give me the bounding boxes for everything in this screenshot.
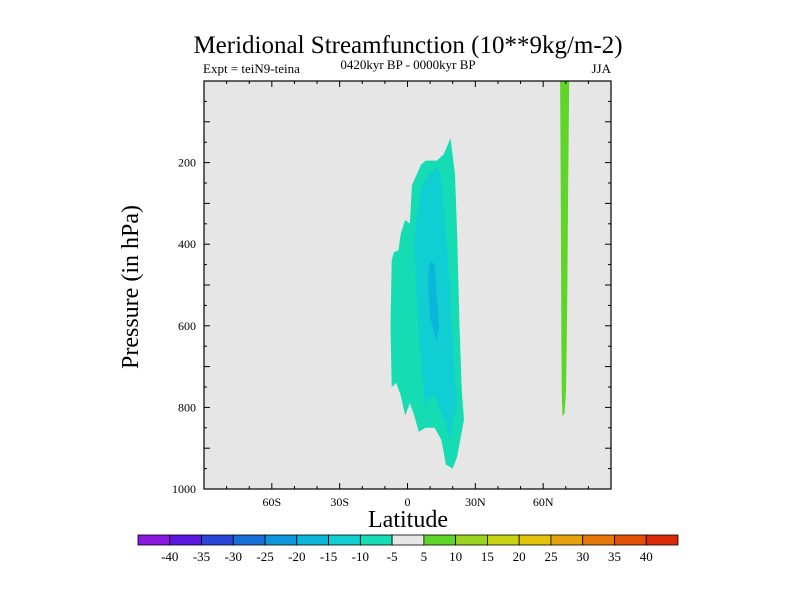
season-label: JJA [591, 61, 611, 76]
colorbar-label: -15 [320, 549, 337, 564]
colorbar-label: 35 [608, 549, 621, 564]
colorbar-swatch [359, 534, 393, 546]
colorbar-swatch [232, 534, 266, 546]
y-tick-label: 400 [178, 237, 196, 251]
colorbar-swatch [391, 534, 425, 546]
colorbar-label: 30 [576, 549, 589, 564]
colorbar-swatch [201, 534, 234, 546]
x-tick-label: 30N [465, 495, 486, 509]
colorbar-swatch [328, 534, 361, 546]
colorbar-label: -5 [387, 549, 398, 564]
x-axis-label: Latitude [368, 507, 448, 533]
colorbar-swatch [137, 534, 171, 546]
y-tick-label: 800 [178, 400, 196, 414]
colorbar-label: 5 [421, 549, 428, 564]
colorbar-swatch [264, 534, 298, 546]
contour-region-minus-15-to-minus-20 [427, 260, 440, 343]
colorbar-label: 25 [544, 549, 557, 564]
x-tick-label: 60N [533, 495, 554, 509]
colorbar-swatch [169, 534, 202, 546]
x-tick-label: 60S [262, 495, 281, 509]
x-tick-label: 0 [405, 495, 411, 509]
contour-region-plus-5-to-plus-10 [560, 81, 570, 416]
colorbar-swatch [296, 534, 329, 546]
colorbar-swatch [423, 534, 457, 546]
colorbar-swatch [645, 534, 679, 546]
colorbar-label: -10 [352, 549, 369, 564]
chart-title: Meridional Streamfunction (10**9kg/m-2) [193, 32, 622, 59]
y-tick-label: 600 [178, 319, 196, 333]
experiment-label: Expt = teiN9-teina [203, 61, 300, 76]
colorbar-label: 10 [449, 549, 462, 564]
colorbar-swatch [614, 534, 647, 546]
colorbar-swatch [518, 534, 552, 546]
colorbar-label: -40 [161, 549, 178, 564]
colorbar: -40 -35 -30 -25 -20 -15 -10 -5 5 10 15 20 25 30 35 40 [137, 534, 679, 564]
colorbar-label: -35 [193, 549, 210, 564]
colorbar-label: -30 [225, 549, 242, 564]
colorbar-swatch [487, 534, 520, 546]
y-axis-label: Pressure (in hPa) [118, 205, 144, 369]
colorbar-label: -20 [288, 549, 305, 564]
y-tick-label: 200 [178, 156, 196, 170]
colorbar-swatch [582, 534, 615, 546]
x-tick-label: 30S [330, 495, 349, 509]
colorbar-label: 20 [513, 549, 526, 564]
colorbar-label: 15 [481, 549, 494, 564]
period-label: 0420kyr BP - 0000kyr BP [340, 57, 475, 72]
colorbar-swatch [550, 534, 584, 546]
y-tick-label: 1000 [172, 482, 196, 496]
colorbar-swatch [455, 534, 488, 546]
colorbar-label: 40 [640, 549, 653, 564]
colorbar-label: -25 [256, 549, 273, 564]
